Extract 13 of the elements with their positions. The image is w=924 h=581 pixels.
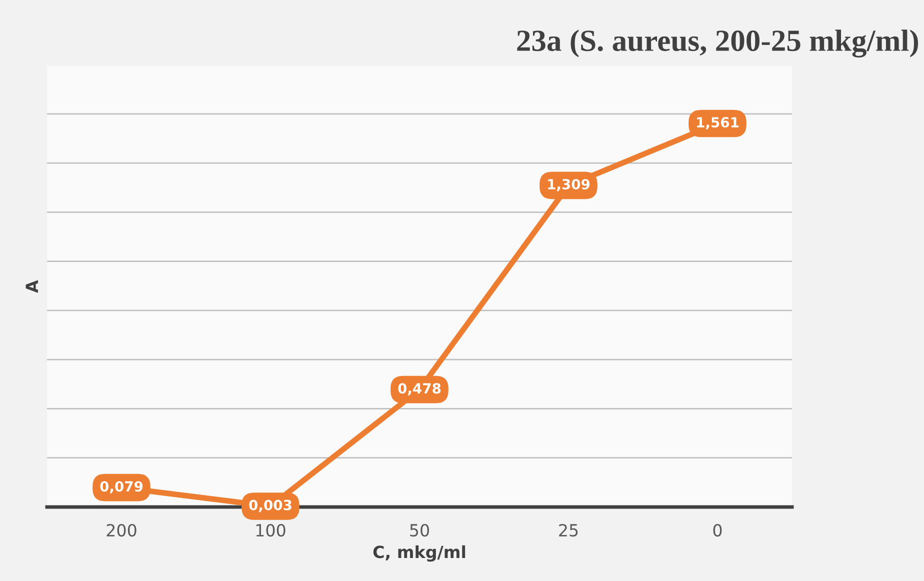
data-label: 0,079	[100, 481, 143, 494]
data-label: 0,478	[398, 383, 441, 396]
data-label: 0,003	[249, 500, 292, 512]
x-tick-label: 200	[106, 524, 136, 537]
x-axis-title: C, mkg/ml	[373, 545, 466, 562]
data-label: 1,561	[697, 117, 739, 130]
x-tick-label: 25	[559, 524, 578, 537]
data-label: 1,309	[548, 178, 590, 192]
x-tick-label: 0	[713, 524, 722, 537]
chart-title: 23a (S. aureus, 200-25 mkg/ml)	[517, 30, 918, 58]
y-axis-title: A	[26, 280, 38, 293]
x-tick-label: 100	[256, 524, 286, 537]
x-tick-label: 50	[410, 524, 429, 537]
